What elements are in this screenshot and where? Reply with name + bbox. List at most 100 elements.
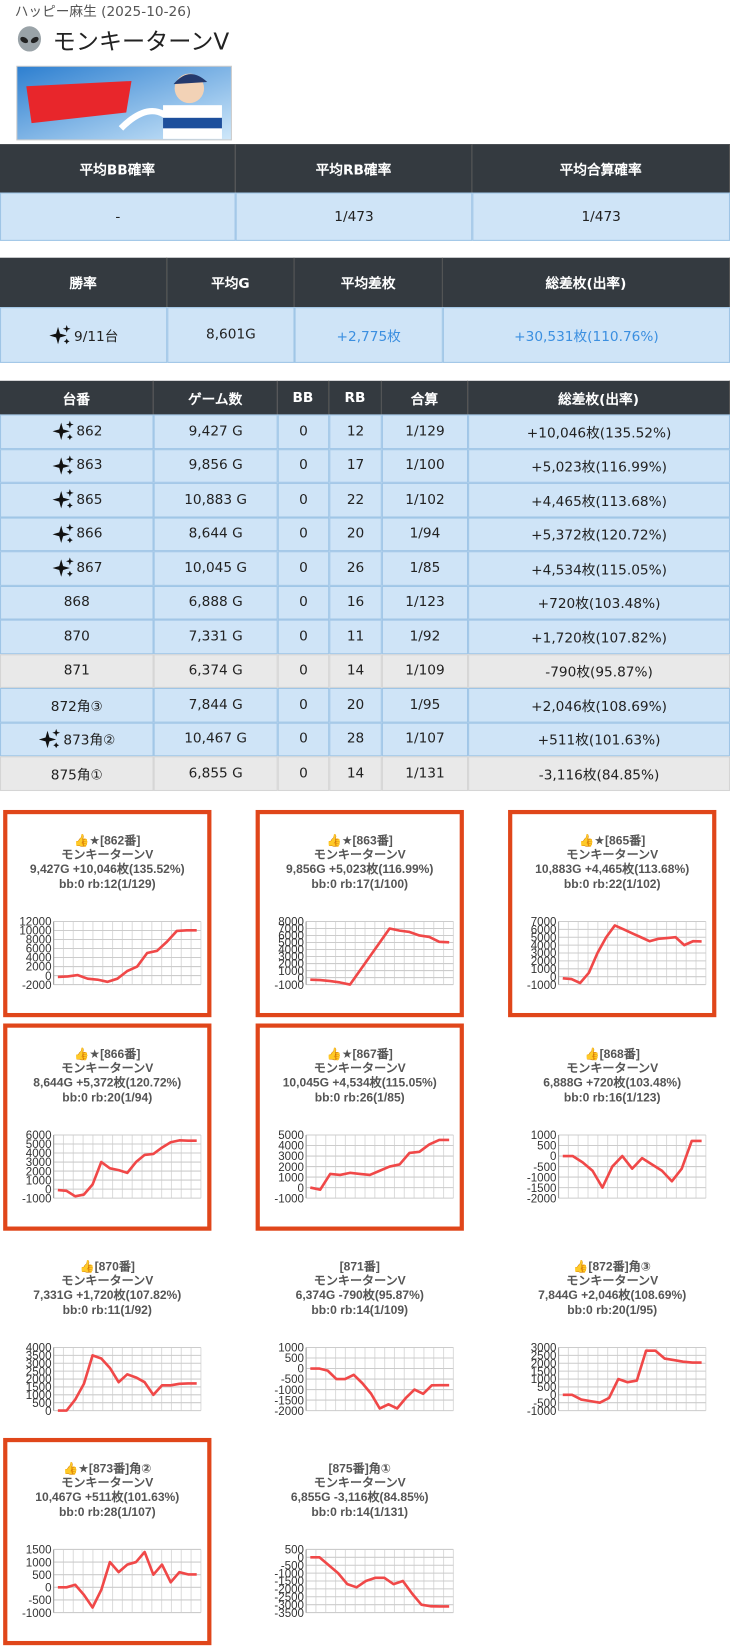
cell-text: 1/131 [405,765,445,782]
cell-text: 1/100 [405,457,445,474]
data-cell: +720枚(103.48%) [468,585,730,620]
header-cell: BB [277,380,330,415]
card-stats: 8,644G +5,372枚(120.72%) [33,1075,181,1090]
data-line [57,928,197,984]
data-cell: +2,046枚(108.69%) [468,687,730,723]
data-cell: 862 [0,414,154,449]
data-cell: 1/473 [235,192,473,241]
chart-card: 👍[870番] モンキーターンV 7,331G +1,720枚(107.82%) bb… [3,1235,212,1444]
data-cell: 17 [329,448,382,483]
header-cell: ゲーム数 [153,380,278,415]
data-cell: 8,644 G [153,517,278,552]
y-tick-label: 12000 [19,917,51,929]
card-subtitle: モンキーターンV [314,1475,406,1489]
y-tick-label: 1000 [278,1343,304,1355]
y-tick-label: 500 [32,1398,51,1410]
y-tick-label: 4000 [26,953,52,965]
data-cell: 10,467 G [153,722,278,757]
cell-text: 12 [346,423,365,440]
sparkle-icon [52,420,74,441]
cell-text: 863 [76,457,103,474]
y-tick-label: 0 [45,1406,51,1418]
cell-text: 9,427 G [188,423,243,440]
cell-text: 862 [76,423,103,440]
card-subtitle: モンキーターンV [314,1273,406,1287]
data-line [310,1138,450,1192]
card-detail: bb:0 rb:17(1/100) [311,877,408,891]
data-cell: +511枚(101.63%) [468,722,730,757]
y-tick-label: 1000 [26,1175,52,1187]
y-tick-label: 2000 [278,959,304,971]
card-title: 👍★[867番] [327,1046,393,1061]
data-cell: 868 [0,585,154,620]
y-tick-label: 1000 [531,1130,557,1142]
cell-text: -3,116枚(84.85%) [538,767,660,784]
data-cell: 1/123 [381,585,469,620]
data-cell: 1/107 [381,722,469,757]
data-cell: 6,374 G [153,653,278,688]
card-subtitle: モンキーターンV [566,1061,658,1075]
chart-card: 👍★[863番] モンキーターンV 9,856G +5,023枚(116.99%) b… [255,809,464,1018]
card-detail: bb:0 rb:16(1/123) [564,1090,661,1104]
card-stats: 7,844G +2,046枚(108.69%) [538,1287,686,1302]
cell-text: 1/85 [409,560,441,577]
y-tick-label: 1000 [278,966,304,978]
y-tick-label: 2500 [531,1351,557,1363]
data-line [57,1139,197,1198]
cell-text: 10,467 G [184,731,248,748]
y-tick-label: -1000 [274,1385,304,1397]
cell-text: 1/92 [409,628,441,645]
data-line [57,1550,197,1609]
data-cell: 9/11台 [0,307,168,363]
header-cell: 平均合算確率 [472,144,730,193]
cell-text: 0 [299,526,308,542]
cell-text: 14 [346,765,365,782]
cell-text: 22 [346,492,365,508]
card-title: 👍★[862番] [74,833,140,848]
data-cell: 870 [0,619,154,654]
sparkle-icon [39,728,61,748]
data-cell: 6,888 G [153,585,278,620]
data-cell: 7,331 G [153,619,278,654]
sparkle-icon [52,455,74,475]
y-tick-label: 4000 [531,940,557,952]
cell-text: 871 [63,662,90,679]
data-cell: 6,855 G [153,756,278,791]
card-title: [875番]角① [328,1461,391,1476]
y-tick-label: -1000 [22,1608,52,1620]
cell-text: +10,046枚(135.52%) [526,425,672,442]
cell-text: 0 [299,662,308,679]
data-cell: - [0,192,236,241]
cell-text: 0 [299,731,308,748]
data-line [562,1139,702,1189]
cell-text: 11 [346,628,365,645]
cell-text: 7,844 G [188,697,243,713]
data-cell: 0 [277,722,330,757]
cell-text: +511枚(101.63%) [537,733,661,750]
cell-text: 9/11台 [74,329,119,346]
y-tick-label: 5000 [26,1139,52,1151]
data-cell: 26 [329,551,382,586]
y-tick-label: 1000 [278,1172,304,1184]
y-tick-label: 0 [550,1390,556,1402]
y-tick-label: 0 [298,1364,304,1376]
data-line [57,1354,197,1412]
header-cell: 台番 [0,380,154,415]
cell-text: 1/94 [409,526,441,542]
header-cell: 平均差枚 [294,257,443,308]
header-cell: 平均G [167,257,295,308]
y-tick-label: -500 [533,1162,556,1174]
y-tick-label: 10000 [19,926,51,938]
card-title: 👍[868番] [585,1046,640,1061]
y-tick-label: 1000 [531,1374,557,1386]
data-cell: 9,427 G [153,414,278,449]
cell-text: 875角① [50,767,103,784]
y-tick-label: 2000 [278,1162,304,1174]
y-tick-label: -2000 [527,1193,557,1205]
y-tick-label: -3500 [274,1608,304,1620]
y-tick-label: 500 [285,1545,304,1557]
y-tick-label: 0 [45,971,51,983]
